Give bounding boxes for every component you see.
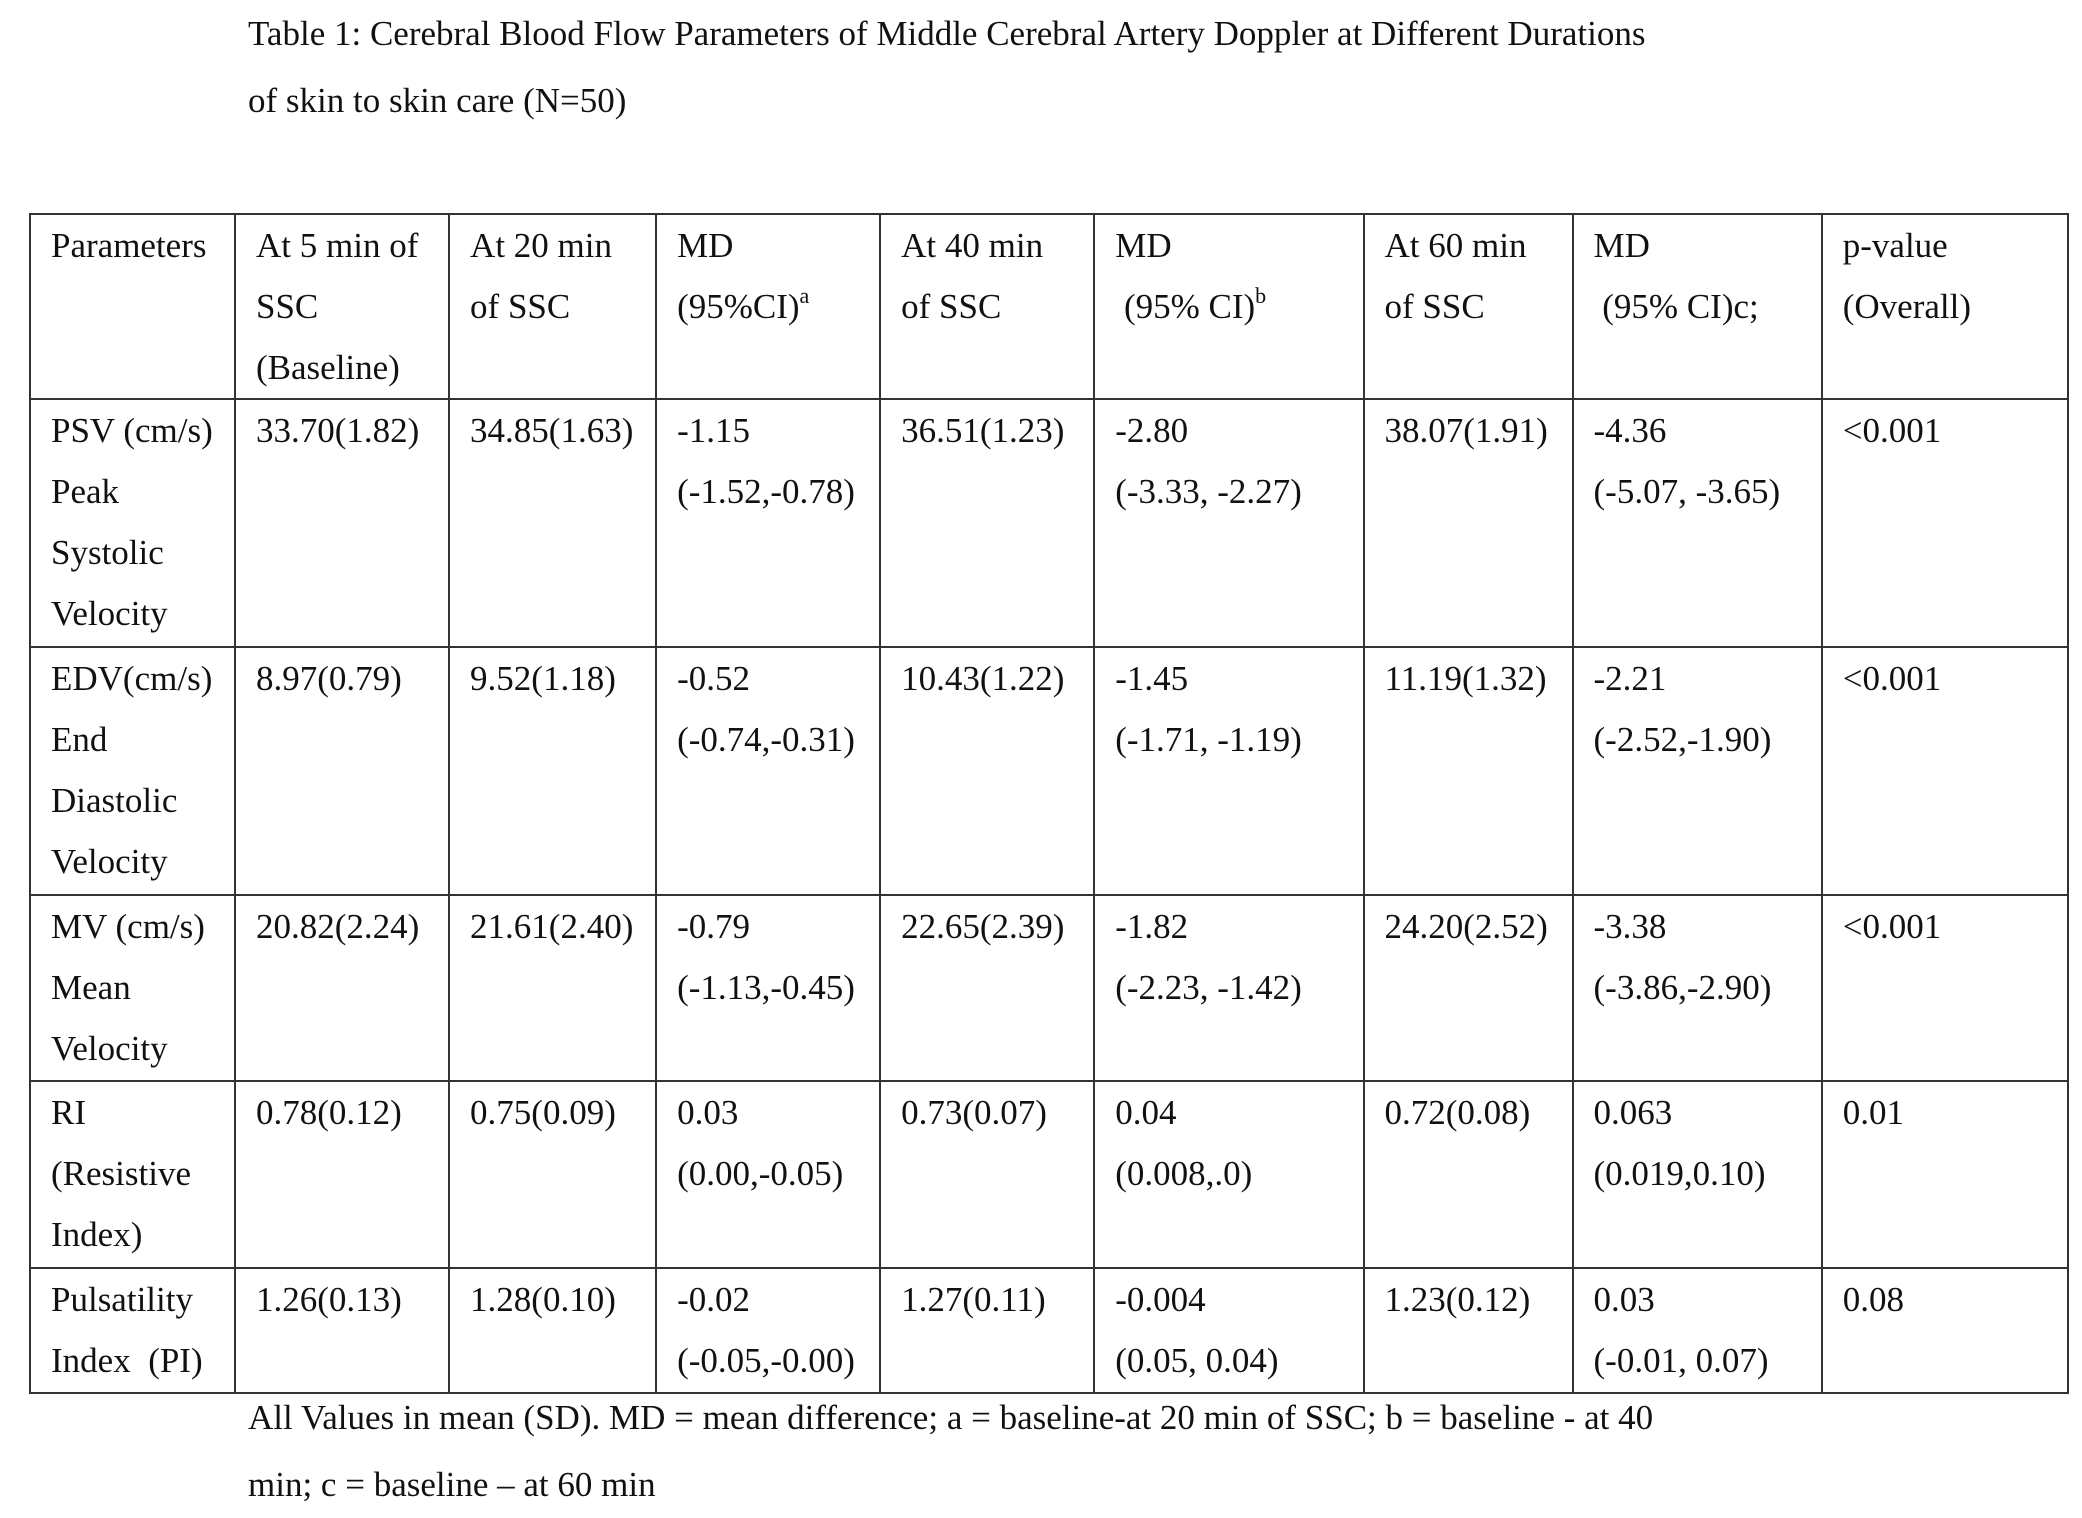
cell-60min: 38.07(1.91): [1362, 398, 1574, 648]
header-cell-md-c: MD (95% CI)c;: [1571, 213, 1823, 400]
cell-60min: 1.23(0.12): [1362, 1267, 1574, 1394]
cell-20min: 34.85(1.63): [448, 398, 658, 648]
cell-20min: 0.75(0.09): [448, 1080, 658, 1269]
cell-5min: 20.82(2.24): [233, 894, 451, 1082]
cell-md-c: -3.38 (-3.86,-2.90): [1571, 894, 1823, 1082]
cell-40min: 10.43(1.22): [879, 646, 1096, 896]
cell-60min: 24.20(2.52): [1362, 894, 1574, 1082]
cell-md-b: -1.45 (-1.71, -1.19): [1093, 646, 1365, 896]
cell-md-b: -2.80 (-3.33, -2.27): [1093, 398, 1365, 648]
param-cell: MV (cm/s) Mean Velocity: [29, 894, 236, 1082]
header-cell-20min: At 20 min of SSC: [448, 213, 658, 400]
cell-md-a: 0.03 (0.00,-0.05): [655, 1080, 882, 1269]
caption-line-2: of skin to skin care (N=50): [248, 81, 627, 120]
table-header-row: Parameters At 5 min of SSC (Baseline) At…: [29, 213, 2070, 400]
cell-40min: 36.51(1.23): [879, 398, 1096, 648]
table-row-pi: Pulsatility Index (PI) 1.26(0.13) 1.28(0…: [29, 1267, 2070, 1394]
cell-md-b: 0.04 (0.008,.0): [1093, 1080, 1365, 1269]
footnote-line-1: All Values in mean (SD). MD = mean diffe…: [248, 1398, 1654, 1437]
header-cell-md-a: MD (95%CI)a: [655, 213, 882, 400]
cell-md-c: -2.21 (-2.52,-1.90): [1571, 646, 1823, 896]
cell-md-c: 0.063 (0.019,0.10): [1571, 1080, 1823, 1269]
cell-5min: 1.26(0.13): [233, 1267, 451, 1394]
cell-md-c: 0.03 (-0.01, 0.07): [1571, 1267, 1823, 1394]
table-footnote: All Values in mean (SD). MD = mean diffe…: [248, 1384, 1898, 1518]
cell-5min: 8.97(0.79): [233, 646, 451, 896]
header-cell-p-value: p-value (Overall): [1820, 213, 2070, 400]
header-cell-md-b: MD (95% CI)b: [1093, 213, 1365, 400]
cell-40min: 1.27(0.11): [879, 1267, 1096, 1394]
cell-p-value: <0.001: [1820, 646, 2070, 896]
param-cell: RI (Resistive Index): [29, 1080, 236, 1269]
cell-20min: 9.52(1.18): [448, 646, 658, 896]
caption-line-1: Table 1: Cerebral Blood Flow Parameters …: [248, 14, 1646, 53]
cell-p-value: <0.001: [1820, 398, 2070, 648]
cell-md-a: -0.02 (-0.05,-0.00): [655, 1267, 882, 1394]
footnote-line-2: min; c = baseline – at 60 min: [248, 1465, 656, 1504]
header-cell-40min: At 40 min of SSC: [879, 213, 1096, 400]
cell-60min: 0.72(0.08): [1362, 1080, 1574, 1269]
cell-5min: 33.70(1.82): [233, 398, 451, 648]
table-row-psv: PSV (cm/s) Peak Systolic Velocity 33.70(…: [29, 398, 2070, 648]
cell-md-a: -0.52 (-0.74,-0.31): [655, 646, 882, 896]
cell-60min: 11.19(1.32): [1362, 646, 1574, 896]
table-row-mv: MV (cm/s) Mean Velocity 20.82(2.24) 21.6…: [29, 894, 2070, 1082]
table-row-ri: RI (Resistive Index) 0.78(0.12) 0.75(0.0…: [29, 1080, 2070, 1269]
cell-md-a: -1.15 (-1.52,-0.78): [655, 398, 882, 648]
cell-p-value: 0.01: [1820, 1080, 2070, 1269]
param-cell: Pulsatility Index (PI): [29, 1267, 236, 1394]
header-cell-parameters: Parameters: [29, 213, 236, 400]
cell-p-value: 0.08: [1820, 1267, 2070, 1394]
cell-40min: 22.65(2.39): [879, 894, 1096, 1082]
header-cell-60min: At 60 min of SSC: [1362, 213, 1574, 400]
data-table: Parameters At 5 min of SSC (Baseline) At…: [29, 213, 2070, 1394]
cell-md-b: -1.82 (-2.23, -1.42): [1093, 894, 1365, 1082]
param-cell: EDV(cm/s) End Diastolic Velocity: [29, 646, 236, 896]
cell-md-a: -0.79 (-1.13,-0.45): [655, 894, 882, 1082]
cell-md-b: -0.004 (0.05, 0.04): [1093, 1267, 1365, 1394]
table-caption: Table 1: Cerebral Blood Flow Parameters …: [248, 0, 1848, 134]
cell-20min: 1.28(0.10): [448, 1267, 658, 1394]
cell-p-value: <0.001: [1820, 894, 2070, 1082]
cell-20min: 21.61(2.40): [448, 894, 658, 1082]
cell-5min: 0.78(0.12): [233, 1080, 451, 1269]
table-row-edv: EDV(cm/s) End Diastolic Velocity 8.97(0.…: [29, 646, 2070, 896]
header-cell-5min: At 5 min of SSC (Baseline): [233, 213, 451, 400]
footnote-marker-a: a: [799, 283, 810, 309]
cell-40min: 0.73(0.07): [879, 1080, 1096, 1269]
footnote-marker-b: b: [1255, 283, 1267, 309]
cell-md-c: -4.36 (-5.07, -3.65): [1571, 398, 1823, 648]
param-cell: PSV (cm/s) Peak Systolic Velocity: [29, 398, 236, 648]
